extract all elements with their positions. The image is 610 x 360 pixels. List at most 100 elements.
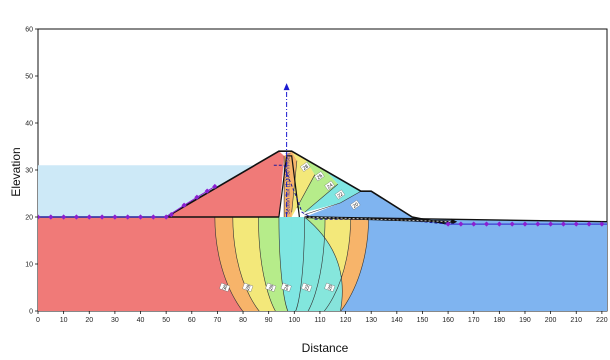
dam-zone-blue bbox=[304, 191, 449, 225]
x-tick-label-140: 140 bbox=[391, 317, 403, 324]
y-tick-label-50: 50 bbox=[25, 74, 33, 81]
embankment-contour-1 bbox=[291, 160, 298, 213]
boundary-marker-right-2 bbox=[471, 221, 477, 227]
x-axis-title: Distance bbox=[302, 341, 349, 355]
x-tick-label-70: 70 bbox=[214, 317, 222, 324]
head-zone-blue bbox=[294, 217, 607, 311]
x-tick-label-60: 60 bbox=[188, 317, 196, 324]
boundary-marker-right-9 bbox=[560, 221, 567, 227]
y-tick-label-0: 0 bbox=[29, 309, 33, 316]
boundary-marker-left-9 bbox=[150, 214, 156, 220]
x-tick-label-10: 10 bbox=[60, 317, 68, 324]
foundation-contour-label-4: 22 bbox=[304, 284, 312, 291]
drain-flow-arrow bbox=[451, 218, 458, 225]
embankment-contour-label-2: 24 bbox=[326, 182, 334, 190]
x-tick-label-0: 0 bbox=[36, 317, 40, 324]
boundary-markers bbox=[38, 183, 605, 227]
embankment-label-box-2 bbox=[324, 180, 335, 191]
flux-section-arrow bbox=[283, 83, 290, 91]
embankment-label-box-3 bbox=[334, 189, 346, 200]
foundation-contour-2 bbox=[258, 216, 326, 311]
x-tick-label-20: 20 bbox=[85, 317, 93, 324]
x-tick-label-50: 50 bbox=[162, 317, 170, 324]
x-tick-label-170: 170 bbox=[468, 317, 480, 324]
foundation-contour-label-1: 28 bbox=[245, 284, 253, 291]
x-tick-label-90: 90 bbox=[265, 317, 273, 324]
y-axis-ticks: 0 10 20 30 40 50 60 bbox=[25, 27, 38, 316]
foundation-contour-label-3: 24 bbox=[283, 284, 291, 291]
x-tick-label-220: 220 bbox=[596, 317, 608, 324]
boundary-marker-right-6 bbox=[522, 221, 528, 227]
foundation-label-box-2 bbox=[265, 282, 277, 292]
embankment-contour-label-3: 22 bbox=[336, 191, 344, 199]
x-tick-label-80: 80 bbox=[239, 317, 247, 324]
foundation-contour-labels: 30 28 26 24 22 20 bbox=[219, 282, 336, 292]
foundation-contour-label-5: 20 bbox=[327, 284, 335, 291]
foundation-contour-0 bbox=[214, 216, 369, 311]
embankment-contour-4 bbox=[304, 190, 362, 215]
embankment-contour-label-4: 20 bbox=[352, 202, 360, 210]
embankment-label-box-4 bbox=[350, 199, 361, 210]
y-tick-label-10: 10 bbox=[25, 262, 33, 269]
boundary-marker-right-10 bbox=[573, 221, 579, 227]
foundation-label-box-3 bbox=[280, 282, 292, 292]
dam-zone-cyan bbox=[304, 170, 361, 213]
y-tick-label-20: 20 bbox=[25, 215, 33, 222]
y-axis-title: Elevation bbox=[9, 147, 23, 196]
x-tick-label-40: 40 bbox=[137, 317, 145, 324]
boundary-marker-right-7 bbox=[535, 221, 541, 227]
boundary-marker-right-11 bbox=[586, 221, 592, 227]
flux-section-label: Section flux (1.0000 m³/sec) bbox=[286, 152, 292, 215]
y-tick-label-40: 40 bbox=[25, 121, 33, 128]
embankment-label-box-1 bbox=[314, 171, 325, 182]
foundation-contour-lines bbox=[214, 155, 369, 311]
boundary-marker-left-1 bbox=[48, 214, 54, 220]
foundation-label-box-4 bbox=[301, 282, 313, 292]
x-tick-label-160: 160 bbox=[442, 317, 454, 324]
foundation-contour-1 bbox=[232, 216, 351, 311]
boundary-marker-right-1 bbox=[458, 221, 464, 227]
x-tick-label-200: 200 bbox=[545, 317, 557, 324]
boundary-marker-right-12 bbox=[599, 221, 605, 227]
embankment-contour-label-0: 28 bbox=[302, 163, 310, 171]
x-tick-label-150: 150 bbox=[417, 317, 429, 324]
boundary-marker-left-7 bbox=[125, 214, 131, 220]
boundary-marker-left-4 bbox=[86, 214, 92, 220]
boundary-marker-left-5 bbox=[99, 214, 105, 220]
toe-drain-hatch bbox=[304, 216, 454, 223]
x-tick-label-130: 130 bbox=[365, 317, 377, 324]
embankment-label-box-0 bbox=[300, 161, 311, 172]
boundary-marker-left-6 bbox=[112, 214, 118, 220]
embankment-contour-label-1: 26 bbox=[316, 173, 324, 181]
x-tick-label-190: 190 bbox=[519, 317, 531, 324]
dam-zone-green bbox=[296, 158, 338, 213]
x-tick-label-180: 180 bbox=[494, 317, 506, 324]
upstream-slope-boundary bbox=[165, 185, 216, 218]
y-tick-label-30: 30 bbox=[25, 168, 33, 175]
boundary-marker-left-8 bbox=[137, 214, 144, 220]
boundary-marker-right-8 bbox=[548, 221, 554, 227]
foundation-contour-right bbox=[304, 216, 343, 311]
boundary-marker-right-5 bbox=[509, 221, 515, 227]
foundation-label-box-1 bbox=[242, 282, 254, 292]
foundation-label-box-5 bbox=[324, 282, 336, 292]
foundation-contour-3 bbox=[278, 216, 305, 311]
embankment-contour-2 bbox=[296, 174, 316, 208]
foundation-contour-label-0: 30 bbox=[222, 284, 230, 291]
x-tick-label-100: 100 bbox=[288, 317, 300, 324]
boundary-marker-right-3 bbox=[483, 221, 490, 227]
x-tick-label-110: 110 bbox=[314, 317, 325, 324]
x-tick-label-210: 210 bbox=[570, 317, 582, 324]
core-outline bbox=[278, 155, 300, 218]
x-tick-label-120: 120 bbox=[340, 317, 352, 324]
boundary-marker-left-2 bbox=[61, 214, 67, 220]
y-tick-label-60: 60 bbox=[25, 27, 33, 34]
foundation-label-box-0 bbox=[219, 282, 231, 292]
phreatic-surface bbox=[273, 164, 449, 225]
boundary-marker-right-4 bbox=[496, 221, 502, 227]
foundation-contour-label-2: 26 bbox=[268, 284, 276, 291]
embankment-contour-3 bbox=[304, 183, 339, 213]
